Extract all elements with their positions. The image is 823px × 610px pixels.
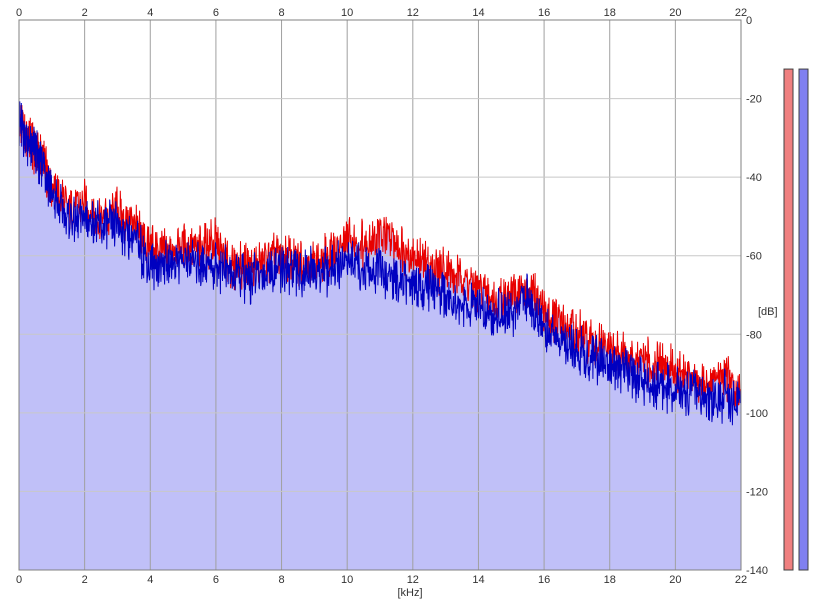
x-tick-label-top: 2: [82, 7, 88, 19]
y-axis-title: [dB]: [758, 306, 778, 318]
y-tick-label: -20: [746, 94, 762, 106]
y-tick-label: -80: [746, 329, 762, 341]
x-tick-label-top: 4: [147, 7, 153, 19]
x-tick-label-top: 16: [538, 7, 550, 19]
x-tick-label-bottom: 20: [669, 574, 681, 586]
series-lines: [18, 101, 742, 426]
x-tick-label-top: 10: [341, 7, 353, 19]
x-tick-label-bottom: 8: [278, 574, 284, 586]
x-tick-labels-top: 0 2 4 6 8 10 12 14 16 18 20 22: [16, 7, 747, 19]
y-tick-label: -140: [746, 565, 768, 577]
x-tick-label-top: 6: [213, 7, 219, 19]
x-tick-label-bottom: 14: [472, 574, 484, 586]
x-tick-label-top: 14: [472, 7, 484, 19]
x-tick-label-bottom: 12: [407, 574, 419, 586]
x-tick-label-bottom: 22: [735, 574, 747, 586]
level-meters: [783, 68, 809, 571]
x-tick-label-bottom: 10: [341, 574, 353, 586]
x-tick-label-top: 12: [407, 7, 419, 19]
y-tick-label: -100: [746, 408, 768, 420]
level-meter-bar: [783, 68, 794, 571]
y-tick-label: 0: [746, 15, 752, 27]
plot-frame: [18, 19, 742, 571]
x-axis-title: [kHz]: [397, 587, 422, 599]
x-tick-label-top: 20: [669, 7, 681, 19]
x-tick-label-bottom: 2: [82, 574, 88, 586]
x-tick-label-top: 18: [604, 7, 616, 19]
level-meter-bar: [798, 68, 809, 571]
x-tick-labels-bottom: 0 2 4 6 8 10 12 14 16 18 20 22: [16, 574, 747, 586]
x-tick-label-bottom: 18: [604, 574, 616, 586]
y-tick-label: -120: [746, 486, 768, 498]
y-tick-labels: 0 -20 -40 -60 -80 -100 -120 -140: [746, 15, 768, 577]
x-tick-label-bottom: 4: [147, 574, 153, 586]
x-tick-label-bottom: 16: [538, 574, 550, 586]
series-line: [18, 101, 742, 426]
x-tick-label-bottom: 6: [213, 574, 219, 586]
spectrum-fill-area: [19, 101, 741, 571]
x-tick-label-top: 8: [278, 7, 284, 19]
y-tick-label: -40: [746, 172, 762, 184]
y-tick-label: -60: [746, 251, 762, 263]
x-tick-label-top: 0: [16, 7, 22, 19]
x-tick-label-top: 22: [735, 7, 747, 19]
x-tick-label-bottom: 0: [16, 574, 22, 586]
